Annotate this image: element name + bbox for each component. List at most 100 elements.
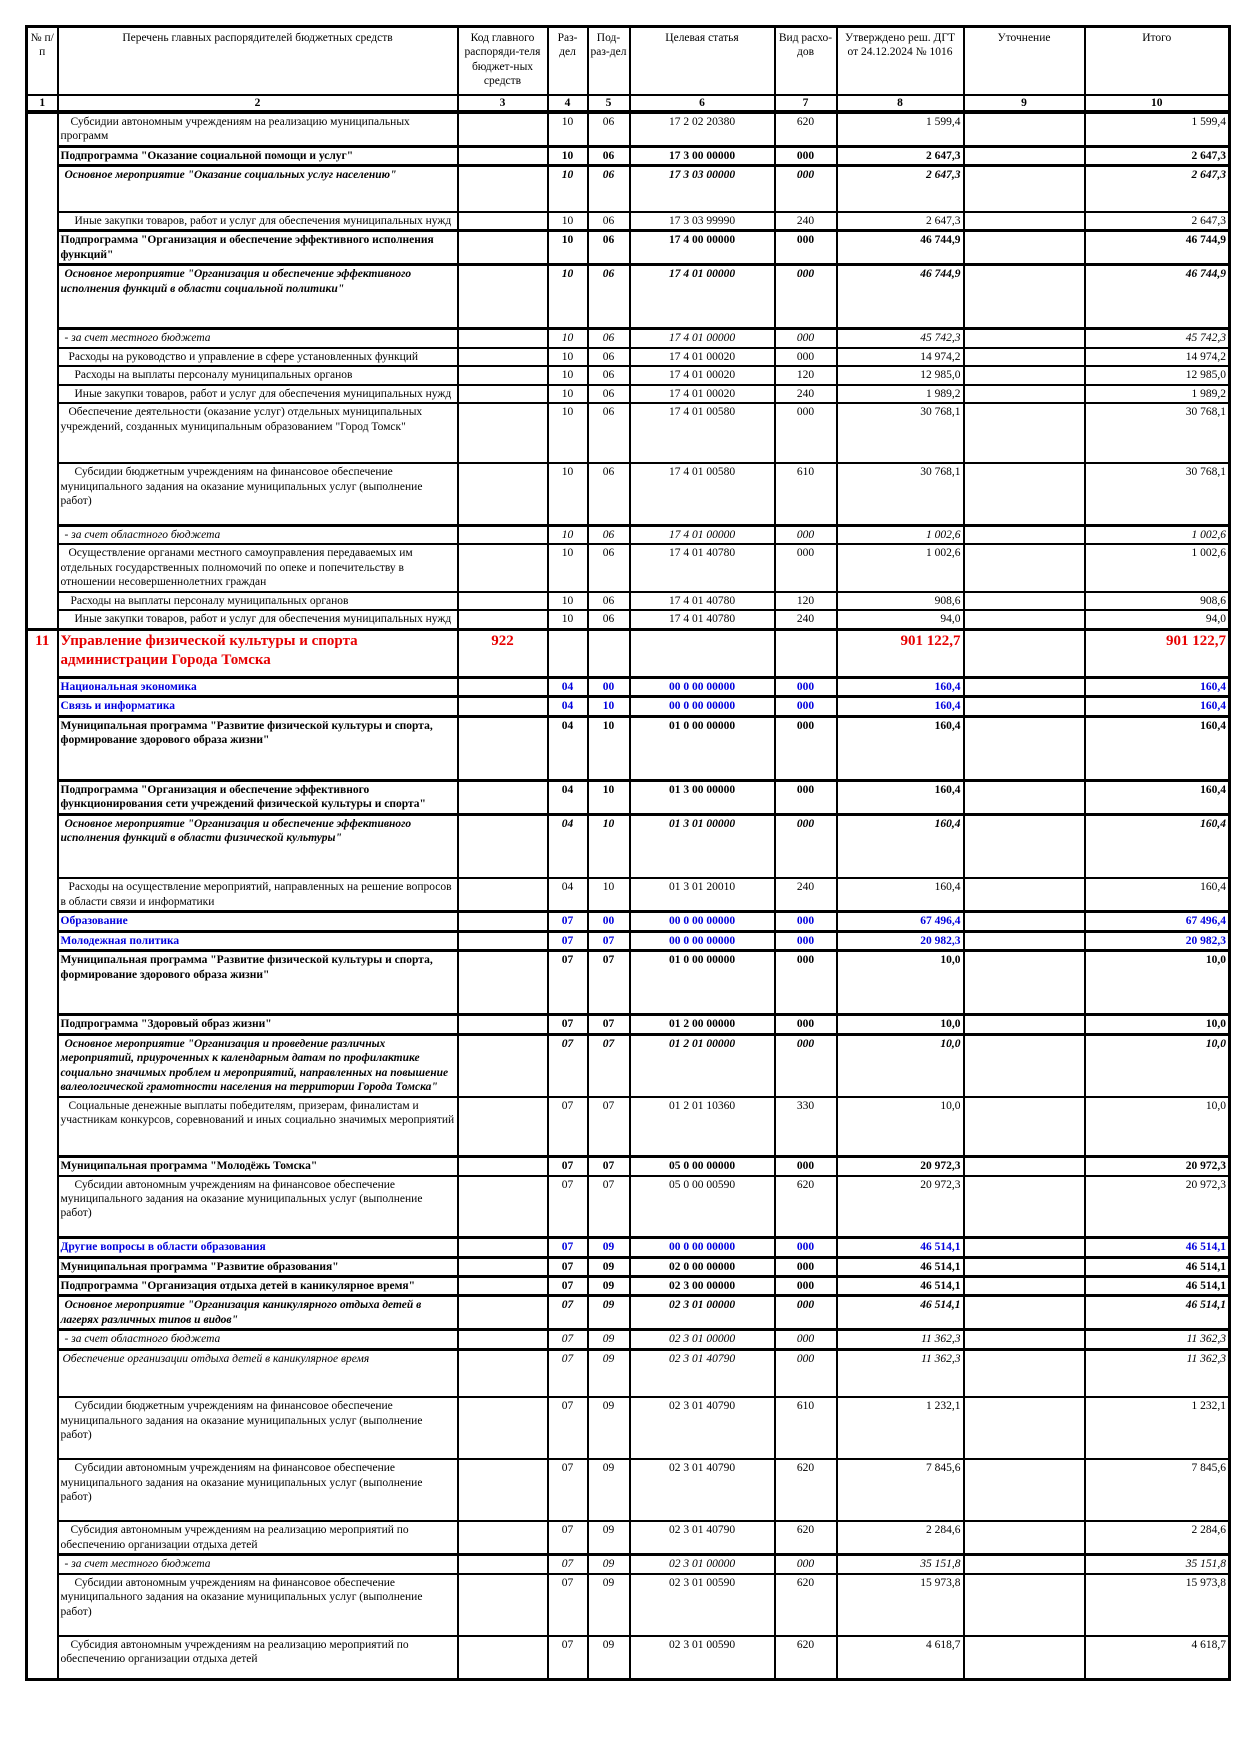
razdel-cell: 07 bbox=[546, 1155, 589, 1177]
refinement-cell bbox=[962, 543, 1086, 593]
grbs-code-cell bbox=[456, 1235, 549, 1259]
table-row: Осуществление органами местного самоупра… bbox=[27, 543, 1231, 593]
expense-type-cell: 000 bbox=[773, 1032, 838, 1098]
razdel-cell: 04 bbox=[546, 714, 589, 782]
column-number: 10 bbox=[1083, 93, 1231, 115]
grbs-code-cell bbox=[456, 675, 549, 698]
column-header: Утверждено реш. ДГТ от 24.12.2024 № 1016 bbox=[835, 25, 965, 96]
total-amount-cell: 2 284,6 bbox=[1083, 1520, 1231, 1556]
total-amount-cell: 1 599,4 bbox=[1083, 110, 1231, 148]
refinement-cell bbox=[962, 1396, 1086, 1461]
grbs-code-cell bbox=[456, 910, 549, 933]
total-amount-cell: 11 362,3 bbox=[1083, 1328, 1231, 1351]
expense-item-name: Субсидии автономным учреждениям на финан… bbox=[56, 1174, 459, 1239]
expense-type-cell: 000 bbox=[773, 327, 838, 349]
refinement-cell bbox=[962, 1572, 1086, 1637]
total-amount-cell: 2 647,3 bbox=[1083, 144, 1231, 167]
total-amount-cell: 2 647,3 bbox=[1083, 210, 1231, 232]
approved-amount-cell: 10,0 bbox=[835, 1095, 965, 1158]
table-row: Образование 07 00 00 0 00 00000 000 67 496,4 6… bbox=[27, 910, 1231, 933]
expense-item-name: - за счет местного бюджета bbox=[56, 1553, 459, 1575]
expense-item-name: Иные закупки товаров, работ и услуг для … bbox=[56, 210, 459, 232]
target-article-cell: 01 0 00 00000 bbox=[628, 714, 776, 782]
podrazdel-cell: 09 bbox=[586, 1347, 631, 1399]
grbs-code-cell bbox=[456, 164, 549, 213]
refinement-cell bbox=[962, 877, 1086, 913]
table-row: Субсидии бюджетным учреждениям на финанс… bbox=[27, 1396, 1231, 1461]
refinement-cell bbox=[962, 164, 1086, 213]
grbs-code-cell bbox=[456, 1396, 549, 1461]
podrazdel-cell: 06 bbox=[586, 229, 631, 266]
approved-amount-cell: 15 973,8 bbox=[835, 1572, 965, 1637]
approved-amount-cell: 67 496,4 bbox=[835, 910, 965, 933]
total-amount-cell: 14 974,2 bbox=[1083, 346, 1231, 368]
column-header: Уточнение bbox=[962, 25, 1086, 96]
expense-item-name: Подпрограмма "Организация и обеспечение … bbox=[56, 229, 459, 266]
podrazdel-cell: 06 bbox=[586, 164, 631, 213]
grbs-code-cell bbox=[456, 229, 549, 266]
grbs-code-cell bbox=[456, 695, 549, 718]
budget-table: № п/п Перечень главных распорядителей бюд… bbox=[25, 25, 1231, 1682]
header-row: № п/п Перечень главных распорядителей бюд… bbox=[25, 25, 1231, 96]
target-article-cell: 02 3 01 00000 bbox=[628, 1553, 776, 1575]
table-row: Расходы на руководство и управление в сф… bbox=[27, 346, 1231, 368]
expense-item-name: Иные закупки товаров, работ и услуг для … bbox=[56, 383, 459, 405]
razdel-cell: 10 bbox=[546, 144, 589, 167]
grbs-code-cell bbox=[456, 949, 549, 1016]
razdel-cell: 10 bbox=[546, 543, 589, 593]
podrazdel-cell: 06 bbox=[586, 609, 631, 631]
column-header: Код главного распоряди-теля бюджет-ных с… bbox=[456, 25, 549, 96]
target-article-cell: 05 0 00 00000 bbox=[628, 1155, 776, 1177]
target-article-cell: 17 3 03 00000 bbox=[628, 164, 776, 213]
grbs-code-cell bbox=[456, 1328, 549, 1351]
approved-amount-cell: 2 647,3 bbox=[835, 144, 965, 167]
refinement-cell bbox=[962, 1095, 1086, 1158]
expense-item-name: Молодежная политика bbox=[56, 929, 459, 952]
expense-item-name: Расходы на осуществление мероприятий, на… bbox=[56, 877, 459, 913]
refinement-cell bbox=[962, 1255, 1086, 1278]
grbs-code-cell bbox=[456, 609, 549, 631]
total-amount-cell: 4 618,7 bbox=[1083, 1634, 1231, 1681]
expense-type-cell: 000 bbox=[773, 695, 838, 718]
expense-type-cell: 000 bbox=[773, 1013, 838, 1036]
table-row: Обеспечение деятельности (оказание услуг… bbox=[27, 402, 1231, 465]
expense-type-cell: 000 bbox=[773, 144, 838, 167]
expense-type-cell: 000 bbox=[773, 675, 838, 698]
razdel-cell bbox=[546, 627, 589, 679]
table-row: Субсидия автономным учреждениям на реали… bbox=[27, 1634, 1231, 1681]
total-amount-cell: 10,0 bbox=[1083, 1095, 1231, 1158]
expense-type-cell: 000 bbox=[773, 523, 838, 546]
razdel-cell: 10 bbox=[546, 263, 589, 330]
expense-item-name: Основное мероприятие "Организация и обес… bbox=[56, 812, 459, 880]
grbs-code-cell bbox=[456, 1032, 549, 1098]
razdel-cell: 10 bbox=[546, 327, 589, 349]
podrazdel-cell: 07 bbox=[586, 929, 631, 952]
expense-item-name: Основное мероприятие "Организация канику… bbox=[56, 1294, 459, 1331]
podrazdel-cell: 09 bbox=[586, 1572, 631, 1637]
grbs-code-cell bbox=[456, 402, 549, 465]
approved-amount-cell: 2 647,3 bbox=[835, 164, 965, 213]
column-header: Под-раз-дел bbox=[586, 25, 631, 96]
grbs-code-cell bbox=[456, 714, 549, 782]
podrazdel-cell: 06 bbox=[586, 383, 631, 405]
approved-amount-cell: 11 362,3 bbox=[835, 1347, 965, 1399]
refinement-cell bbox=[962, 462, 1086, 527]
total-amount-cell: 160,4 bbox=[1083, 877, 1231, 913]
podrazdel-cell: 06 bbox=[586, 402, 631, 465]
grbs-code-cell bbox=[456, 877, 549, 913]
razdel-cell: 07 bbox=[546, 1572, 589, 1637]
expense-type-cell: 000 bbox=[773, 910, 838, 933]
expense-item-name: Муниципальная программа "Молодёжь Томска… bbox=[56, 1155, 459, 1177]
expense-type-cell: 000 bbox=[773, 1235, 838, 1259]
grbs-code-cell bbox=[456, 263, 549, 330]
total-amount-cell: 45 742,3 bbox=[1083, 327, 1231, 349]
table-row: Подпрограмма "Организация отдыха детей в… bbox=[27, 1274, 1231, 1297]
total-amount-cell: 94,0 bbox=[1083, 609, 1231, 631]
expense-type-cell: 000 bbox=[773, 1553, 838, 1575]
total-amount-cell: 2 647,3 bbox=[1083, 164, 1231, 213]
target-article-cell: 17 4 01 00000 bbox=[628, 327, 776, 349]
target-article-cell: 00 0 00 00000 bbox=[628, 695, 776, 718]
podrazdel-cell: 10 bbox=[586, 778, 631, 816]
expense-type-cell: 000 bbox=[773, 346, 838, 368]
